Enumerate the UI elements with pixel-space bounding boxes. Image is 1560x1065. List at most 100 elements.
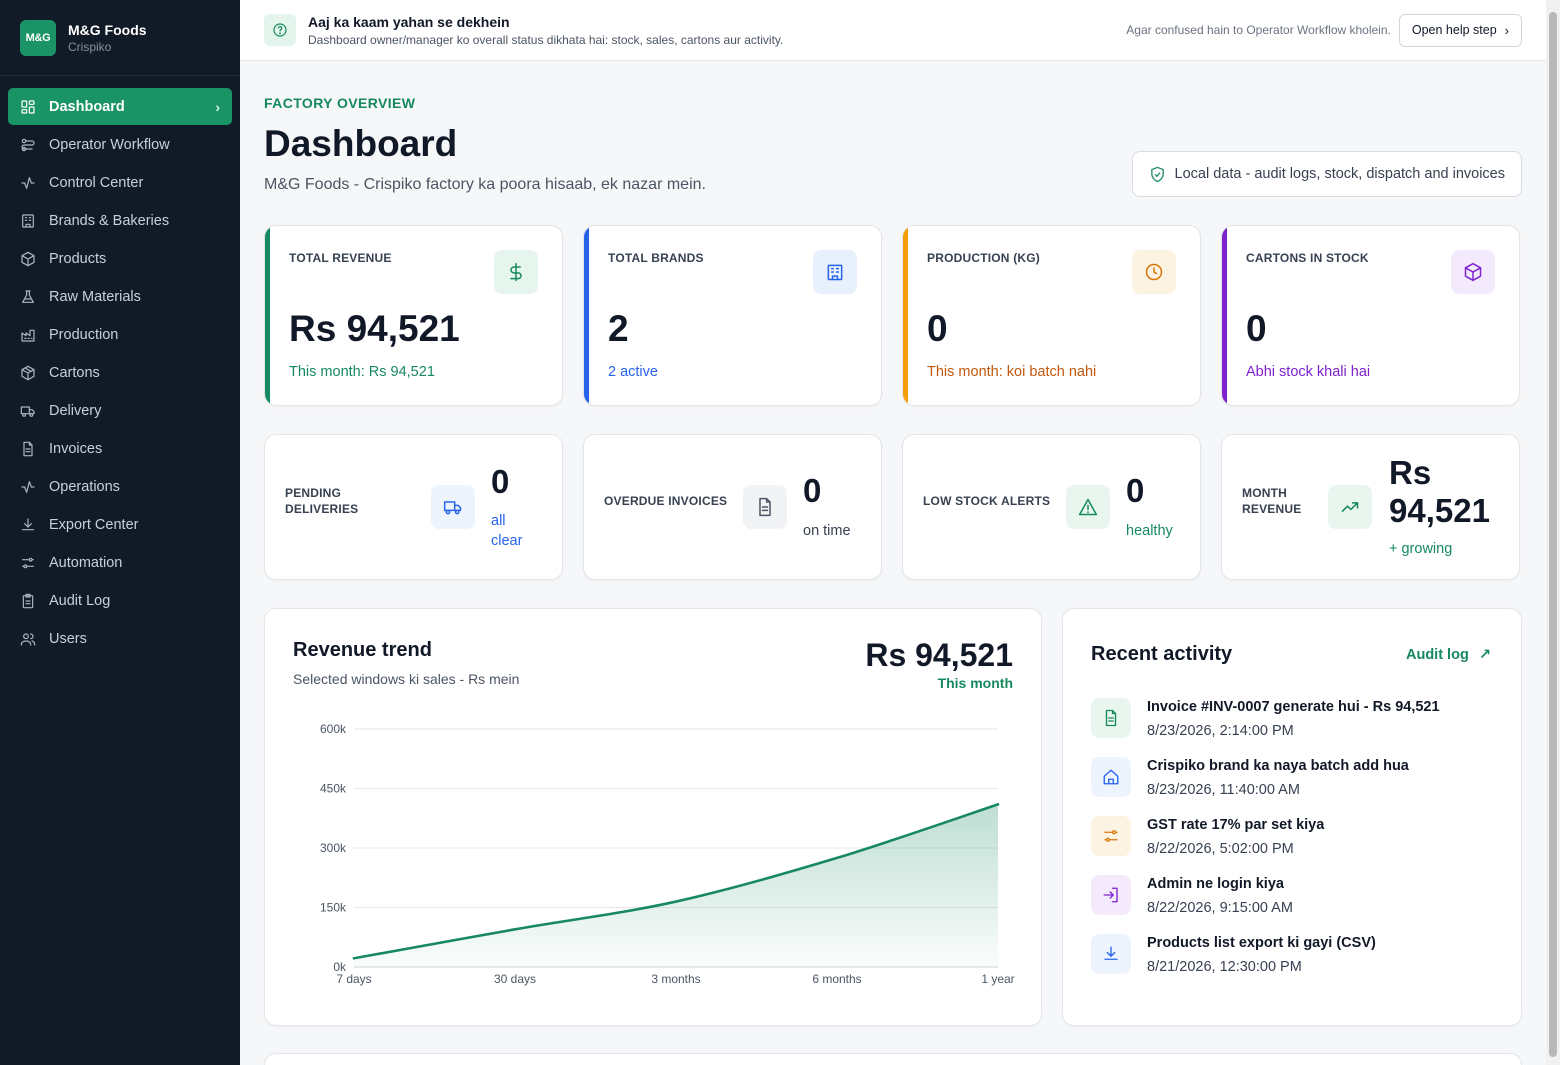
revenue-trend-card: Revenue trend Selected windows ki sales … bbox=[264, 608, 1042, 1026]
mini-card-pending-deliveries[interactable]: PENDING DELIVERIES 0 all clear bbox=[264, 434, 563, 580]
mini-label: LOW STOCK ALERTS bbox=[923, 494, 1051, 508]
mini-note: + growing bbox=[1389, 541, 1453, 557]
workflow-icon bbox=[21, 138, 35, 151]
y-tick-label: 0k bbox=[333, 960, 347, 974]
help-circle-icon bbox=[264, 14, 296, 46]
grid-icon bbox=[21, 99, 35, 114]
sidebar-item-label: Dashboard bbox=[49, 98, 125, 115]
help-banner: Aaj ka kaam yahan se dekhein Dashboard o… bbox=[240, 0, 1546, 61]
activity-item[interactable]: Invoice #INV-0007 generate hui - Rs 94,5… bbox=[1091, 698, 1511, 746]
local-data-text: Local data - audit logs, stock, dispatch… bbox=[1174, 166, 1505, 182]
sidebar-item-users[interactable]: Users bbox=[8, 620, 232, 657]
open-help-step-label: Open help step bbox=[1411, 23, 1497, 37]
activity-item[interactable]: Admin ne login kiya 8/22/2026, 9:15:00 A… bbox=[1091, 875, 1511, 923]
help-title: Aaj ka kaam yahan se dekhein bbox=[308, 13, 510, 30]
mini-label: OVERDUE INVOICES bbox=[604, 494, 728, 508]
sidebar-item-label: Users bbox=[49, 630, 87, 647]
stat-card-total-revenue[interactable]: TOTAL REVENUE Rs 94,521 This month: Rs 9… bbox=[264, 225, 563, 406]
arrow-up-right-icon: ↗ bbox=[1478, 647, 1491, 663]
sidebar-item-products[interactable]: Products bbox=[8, 240, 232, 277]
mini-note: healthy bbox=[1126, 523, 1173, 539]
factory-icon bbox=[21, 329, 35, 342]
mini-card-low-stock-alerts[interactable]: LOW STOCK ALERTS 0 healthy bbox=[902, 434, 1201, 580]
home-icon bbox=[1091, 757, 1131, 797]
chart-total-label: This month bbox=[937, 675, 1013, 691]
pulse-icon bbox=[21, 480, 35, 493]
file-icon bbox=[1091, 698, 1131, 738]
sidebar-item-label: Cartons bbox=[49, 364, 100, 381]
sidebar-item-invoices[interactable]: Invoices bbox=[8, 430, 232, 467]
stat-card-cartons-in-stock[interactable]: CARTONS IN STOCK 0 Abhi stock khali hai bbox=[1221, 225, 1520, 406]
trend-up-icon bbox=[1328, 485, 1372, 529]
activity-item[interactable]: Crispiko brand ka naya batch add hua 8/2… bbox=[1091, 757, 1511, 805]
y-tick-label: 150k bbox=[320, 901, 347, 915]
activity-icon bbox=[21, 176, 35, 189]
chevron-right-icon: › bbox=[215, 98, 220, 115]
chart-title: Revenue trend bbox=[293, 639, 432, 661]
clipboard-icon bbox=[22, 593, 34, 608]
sidebar-item-automation[interactable]: Automation bbox=[8, 544, 232, 581]
mini-note: on time bbox=[803, 523, 851, 539]
stat-value: Rs 94,521 bbox=[289, 308, 460, 349]
sidebar-item-control-center[interactable]: Control Center bbox=[8, 164, 232, 201]
clock-icon bbox=[1132, 250, 1176, 294]
y-tick-label: 600k bbox=[320, 722, 347, 736]
activity-text: GST rate 17% par set kiya bbox=[1147, 817, 1325, 833]
mini-value: 0 bbox=[1126, 472, 1145, 509]
open-help-step-button[interactable]: Open help step › bbox=[1398, 13, 1522, 47]
activity-date: 8/22/2026, 5:02:00 PM bbox=[1147, 841, 1294, 857]
page-scrollbar[interactable] bbox=[1546, 0, 1560, 1065]
help-note: Agar confused hain to Operator Workflow … bbox=[1126, 23, 1391, 37]
mini-label: MONTH REVENUE bbox=[1242, 486, 1302, 516]
x-tick-label: 3 months bbox=[651, 972, 700, 986]
truck-icon bbox=[20, 405, 35, 417]
brand[interactable]: M&G M&G Foods Crispiko bbox=[0, 0, 240, 76]
download-icon bbox=[1091, 934, 1131, 974]
mini-card-overdue-invoices[interactable]: OVERDUE INVOICES 0 on time bbox=[583, 434, 882, 580]
sidebar-item-delivery[interactable]: Delivery bbox=[8, 392, 232, 429]
sidebar-item-export-center[interactable]: Export Center bbox=[8, 506, 232, 543]
activity-item[interactable]: Products list export ki gayi (CSV) 8/21/… bbox=[1091, 934, 1511, 982]
page-eyebrow: FACTORY OVERVIEW bbox=[264, 95, 416, 111]
page-title: Dashboard bbox=[264, 123, 458, 164]
stat-label: TOTAL BRANDS bbox=[608, 251, 704, 265]
sidebar-item-operator-workflow[interactable]: Operator Workflow bbox=[8, 126, 232, 163]
sidebar-item-dashboard[interactable]: Dashboard › bbox=[8, 88, 232, 125]
activity-item[interactable]: GST rate 17% par set kiya 8/22/2026, 5:0… bbox=[1091, 816, 1511, 864]
mini-card-month-revenue[interactable]: MONTH REVENUE Rs 94,521 + growing bbox=[1221, 434, 1520, 580]
stat-card-production[interactable]: PRODUCTION (KG) 0 This month: koi batch … bbox=[902, 225, 1201, 406]
sidebar-item-label: Operator Workflow bbox=[49, 136, 170, 153]
building-icon bbox=[22, 213, 34, 228]
stat-value: 0 bbox=[927, 308, 948, 349]
sidebar-item-raw-materials[interactable]: Raw Materials bbox=[8, 278, 232, 315]
mini-value: 0 bbox=[491, 463, 510, 500]
stat-value: 0 bbox=[1246, 308, 1267, 349]
sidebar-item-label: Invoices bbox=[49, 440, 103, 457]
x-tick-label: 7 days bbox=[336, 972, 371, 986]
stat-note: 2 active bbox=[608, 364, 658, 380]
file-icon bbox=[743, 485, 787, 529]
chart-total-value: Rs 94,521 bbox=[865, 637, 1013, 673]
sidebar-item-production[interactable]: Production bbox=[8, 316, 232, 353]
stat-card-total-brands[interactable]: TOTAL BRANDS 2 2 active bbox=[583, 225, 882, 406]
stat-label: CARTONS IN STOCK bbox=[1246, 251, 1369, 265]
sliders-icon bbox=[22, 557, 34, 568]
sidebar-item-brands-bakeries[interactable]: Brands & Bakeries bbox=[8, 202, 232, 239]
sidebar-item-label: Audit Log bbox=[49, 592, 111, 609]
chart-subtitle: Selected windows ki sales - Rs mein bbox=[293, 671, 520, 687]
users-icon bbox=[20, 632, 36, 646]
activity-text: Admin ne login kiya bbox=[1147, 876, 1284, 892]
audit-log-link[interactable]: Audit log ↗ bbox=[1405, 647, 1491, 663]
package-icon bbox=[21, 365, 35, 380]
sidebar-nav: Dashboard › Operator Workflow Control Ce… bbox=[0, 76, 240, 670]
sidebar-item-label: Automation bbox=[49, 554, 123, 571]
flask-icon bbox=[22, 289, 34, 303]
page-subtitle: M&G Foods - Crispiko factory ka poora hi… bbox=[264, 176, 706, 193]
sidebar-item-operations[interactable]: Operations bbox=[8, 468, 232, 505]
brand-name: M&G Foods bbox=[68, 21, 147, 38]
scrollbar-thumb[interactable] bbox=[1549, 12, 1557, 1057]
sidebar-item-label: Delivery bbox=[49, 402, 102, 419]
sidebar-item-cartons[interactable]: Cartons bbox=[8, 354, 232, 391]
sidebar-item-audit-log[interactable]: Audit Log bbox=[8, 582, 232, 619]
sidebar-item-label: Products bbox=[49, 250, 107, 267]
